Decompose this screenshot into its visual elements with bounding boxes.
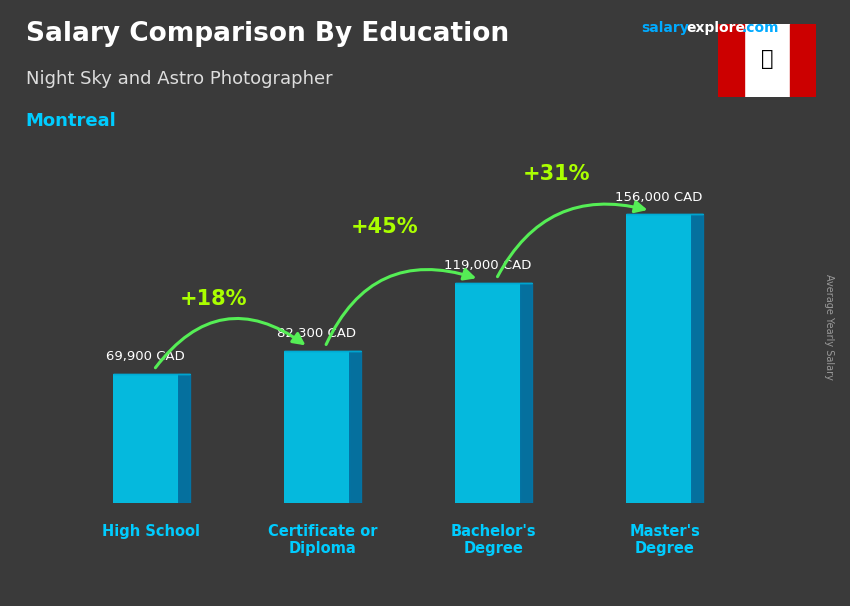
- Text: Certificate or
Diploma: Certificate or Diploma: [268, 524, 377, 556]
- Text: Master's
Degree: Master's Degree: [629, 524, 700, 556]
- FancyBboxPatch shape: [626, 215, 691, 503]
- Text: Night Sky and Astro Photographer: Night Sky and Astro Photographer: [26, 70, 332, 88]
- Polygon shape: [349, 351, 361, 503]
- Text: explorer: explorer: [687, 21, 753, 35]
- Text: +31%: +31%: [523, 164, 590, 184]
- Text: Montreal: Montreal: [26, 112, 116, 130]
- Text: 82,300 CAD: 82,300 CAD: [277, 327, 356, 340]
- Text: 69,900 CAD: 69,900 CAD: [105, 350, 184, 363]
- Bar: [718, 24, 745, 97]
- Text: +18%: +18%: [180, 289, 247, 309]
- Text: .com: .com: [742, 21, 779, 35]
- FancyBboxPatch shape: [113, 374, 178, 503]
- Polygon shape: [691, 215, 703, 503]
- Text: salary: salary: [642, 21, 689, 35]
- FancyBboxPatch shape: [455, 283, 520, 503]
- Text: 🍁: 🍁: [761, 48, 774, 69]
- Text: +45%: +45%: [351, 218, 419, 238]
- Polygon shape: [520, 283, 532, 503]
- Polygon shape: [178, 374, 190, 503]
- Text: Salary Comparison By Education: Salary Comparison By Education: [26, 21, 508, 47]
- FancyBboxPatch shape: [284, 351, 349, 503]
- Text: 156,000 CAD: 156,000 CAD: [615, 191, 703, 204]
- Text: Average Yearly Salary: Average Yearly Salary: [824, 275, 834, 380]
- Text: Bachelor's
Degree: Bachelor's Degree: [450, 524, 536, 556]
- Bar: [790, 24, 816, 97]
- Text: 119,000 CAD: 119,000 CAD: [444, 259, 531, 272]
- Text: High School: High School: [102, 524, 200, 539]
